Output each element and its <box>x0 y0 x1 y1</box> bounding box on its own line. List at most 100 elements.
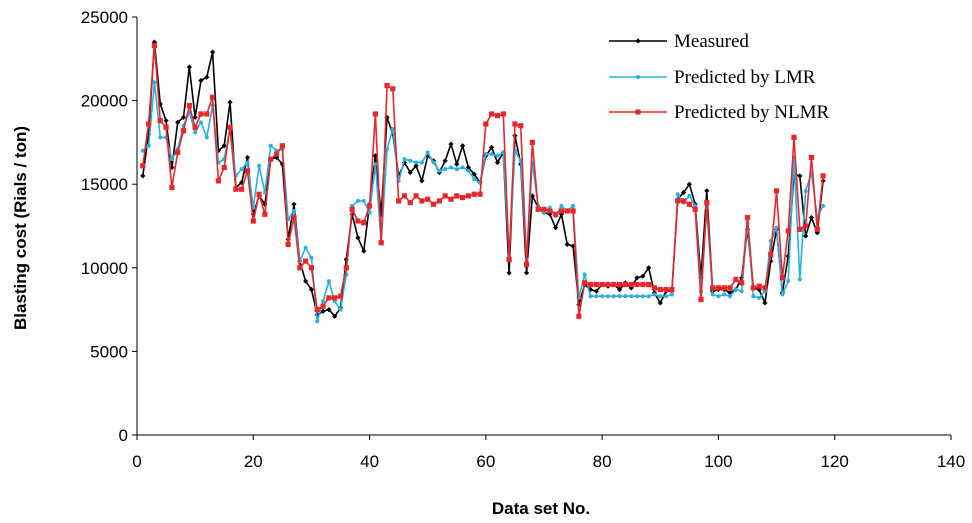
data-point <box>308 286 315 293</box>
y-axis-title: Blasting cost (Rials / ton) <box>11 126 30 330</box>
data-point <box>803 223 809 229</box>
data-point <box>140 163 146 169</box>
data-point <box>652 292 657 297</box>
data-point <box>797 277 802 282</box>
data-point <box>414 160 419 165</box>
data-point <box>408 158 413 163</box>
data-point <box>361 198 366 203</box>
data-point <box>773 188 780 194</box>
data-point <box>442 193 448 199</box>
data-point <box>779 275 785 281</box>
y-tick-label: 0 <box>119 426 128 445</box>
data-point <box>657 286 663 293</box>
data-point <box>437 168 442 173</box>
data-point <box>465 193 472 199</box>
data-point <box>553 211 559 217</box>
data-point <box>204 111 210 117</box>
data-point <box>564 208 570 214</box>
data-point <box>622 281 628 288</box>
data-point <box>372 111 378 117</box>
data-point <box>629 294 634 299</box>
data-point <box>326 279 331 284</box>
data-point <box>686 181 692 187</box>
data-point <box>489 152 494 157</box>
x-axis-title: Data set No. <box>492 499 590 518</box>
data-point <box>616 281 623 288</box>
data-point <box>523 261 530 268</box>
data-point <box>454 161 460 167</box>
data-point <box>640 294 645 299</box>
data-point <box>192 124 198 130</box>
data-point <box>664 294 669 299</box>
data-point <box>728 294 733 299</box>
legend-label: Predicted by LMR <box>674 67 816 88</box>
data-point <box>582 272 587 277</box>
data-point <box>198 111 204 117</box>
data-point <box>321 299 326 304</box>
data-point <box>593 288 599 294</box>
data-point <box>558 208 565 214</box>
x-tick-label: 100 <box>704 452 732 471</box>
x-tick-label: 80 <box>593 452 612 471</box>
data-point <box>570 208 576 214</box>
data-point <box>448 196 454 202</box>
series-line-2 <box>142 44 824 318</box>
data-point <box>407 169 413 176</box>
data-point <box>704 199 710 206</box>
data-point <box>413 163 419 169</box>
data-point <box>158 135 163 140</box>
data-point <box>157 118 163 124</box>
data-point <box>448 165 453 170</box>
data-point <box>692 206 698 212</box>
data-point <box>355 218 361 224</box>
data-point <box>180 114 187 120</box>
data-point <box>163 124 169 130</box>
data-point <box>495 153 500 158</box>
data-point <box>361 220 367 226</box>
data-point <box>169 157 174 162</box>
data-point <box>140 173 146 179</box>
data-point <box>553 225 559 231</box>
data-point <box>494 159 501 166</box>
data-point <box>762 285 768 291</box>
data-point <box>460 194 466 201</box>
data-point <box>140 148 145 153</box>
data-point <box>483 152 488 157</box>
data-point <box>808 215 815 221</box>
data-point <box>152 80 157 85</box>
data-point <box>808 154 815 161</box>
data-point <box>338 307 343 312</box>
data-point <box>657 300 663 306</box>
data-point <box>309 255 314 260</box>
data-point <box>646 281 652 288</box>
data-point <box>658 294 663 299</box>
data-point <box>163 118 169 124</box>
data-point <box>506 270 512 276</box>
data-point <box>373 162 378 167</box>
data-point <box>361 248 367 254</box>
data-point <box>198 120 203 125</box>
data-point <box>332 295 338 301</box>
data-point <box>710 285 716 291</box>
data-point <box>727 290 733 296</box>
data-point <box>337 293 344 299</box>
data-point <box>744 215 751 221</box>
data-point <box>227 99 233 105</box>
data-point <box>390 127 395 132</box>
series-layer <box>140 39 826 324</box>
y-tick-label: 25000 <box>81 8 128 27</box>
data-point <box>262 190 267 195</box>
data-point <box>512 121 518 127</box>
data-point <box>646 265 652 271</box>
data-point <box>628 285 634 291</box>
legend-swatch-marker <box>635 38 641 44</box>
data-point <box>430 201 437 207</box>
data-point <box>372 153 378 159</box>
x-axis-ticks: 0 20 40 60 80 100 120 140 <box>132 435 965 471</box>
series-2 <box>140 42 826 319</box>
data-point <box>303 258 309 264</box>
data-point <box>257 163 262 168</box>
data-point <box>436 198 442 204</box>
data-point <box>686 201 692 207</box>
